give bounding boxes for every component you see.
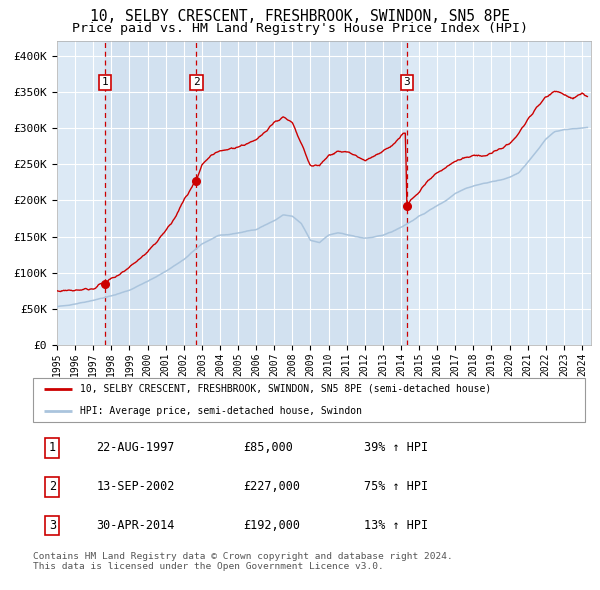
Text: 1: 1 xyxy=(49,441,56,454)
Text: £227,000: £227,000 xyxy=(243,480,300,493)
Text: 10, SELBY CRESCENT, FRESHBROOK, SWINDON, SN5 8PE (semi-detached house): 10, SELBY CRESCENT, FRESHBROOK, SWINDON,… xyxy=(80,384,491,394)
Text: 3: 3 xyxy=(49,519,56,532)
Text: 3: 3 xyxy=(404,77,410,87)
Text: £192,000: £192,000 xyxy=(243,519,300,532)
Text: 13-SEP-2002: 13-SEP-2002 xyxy=(97,480,175,493)
Text: 13% ↑ HPI: 13% ↑ HPI xyxy=(364,519,428,532)
Text: Contains HM Land Registry data © Crown copyright and database right 2024.
This d: Contains HM Land Registry data © Crown c… xyxy=(33,552,453,571)
Text: Price paid vs. HM Land Registry's House Price Index (HPI): Price paid vs. HM Land Registry's House … xyxy=(72,22,528,35)
Text: £85,000: £85,000 xyxy=(243,441,293,454)
Text: 2: 2 xyxy=(49,480,56,493)
Bar xyxy=(105,41,407,345)
Text: 10, SELBY CRESCENT, FRESHBROOK, SWINDON, SN5 8PE: 10, SELBY CRESCENT, FRESHBROOK, SWINDON,… xyxy=(90,9,510,24)
Text: HPI: Average price, semi-detached house, Swindon: HPI: Average price, semi-detached house,… xyxy=(80,406,362,416)
Text: 1: 1 xyxy=(101,77,108,87)
Text: 39% ↑ HPI: 39% ↑ HPI xyxy=(364,441,428,454)
Text: 75% ↑ HPI: 75% ↑ HPI xyxy=(364,480,428,493)
Text: 22-AUG-1997: 22-AUG-1997 xyxy=(97,441,175,454)
Text: 2: 2 xyxy=(193,77,200,87)
Text: 30-APR-2014: 30-APR-2014 xyxy=(97,519,175,532)
